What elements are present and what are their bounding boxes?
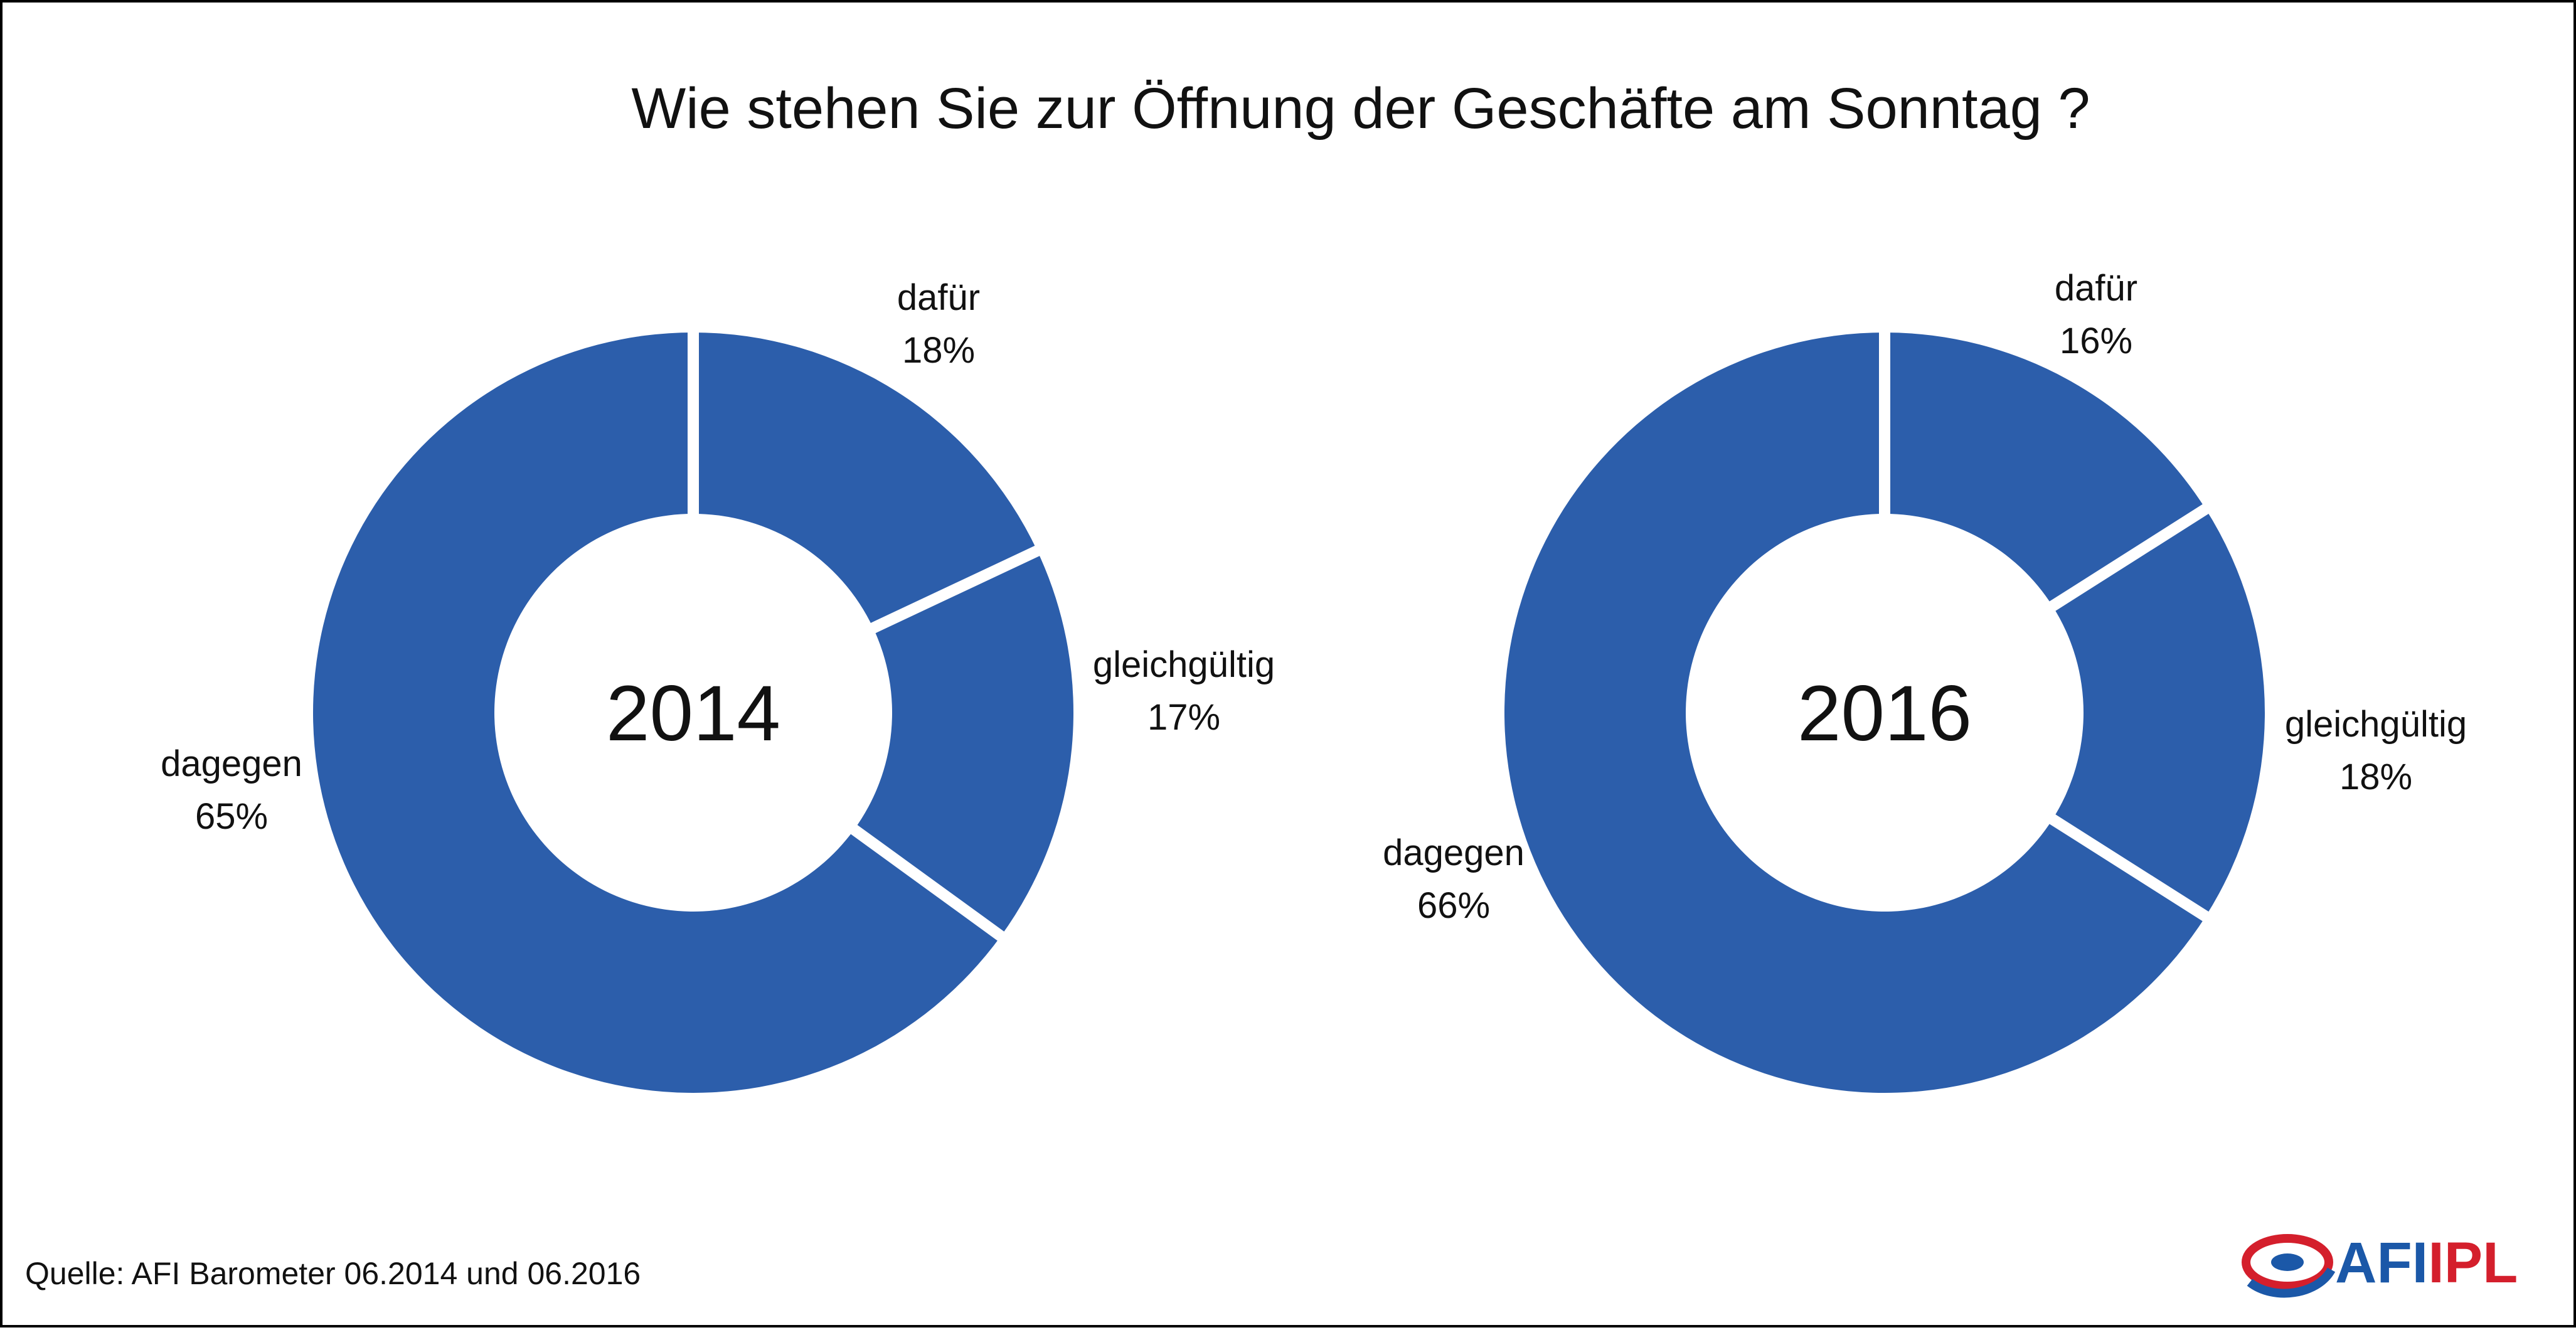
segment-label-dagegen: dagegen <box>161 743 302 784</box>
segment-value-gleichgueltig: 18% <box>2339 757 2412 797</box>
logo-swirl-icon <box>2242 1234 2336 1298</box>
slice-separator <box>848 823 1006 942</box>
segment-value-gleichgueltig: 17% <box>1147 697 1220 738</box>
center-label-2016: 2016 <box>1797 670 1972 757</box>
segment-label-gleichgueltig: gleichgültig <box>2285 704 2467 745</box>
slice-gleichgueltig-2014 <box>854 550 1073 937</box>
slice-dagegen-2014 <box>313 332 1001 1093</box>
source-note: Quelle: AFI Barometer 06.2014 und 06.201… <box>25 1256 641 1291</box>
segment-value-dagegen: 65% <box>195 796 268 837</box>
segment-value-dafuer: 16% <box>2060 321 2132 361</box>
chart-canvas: Wie stehen Sie zur Öffnung der Geschäfte… <box>25 77 2518 1298</box>
slice-dafuer-2014 <box>693 332 1038 629</box>
donut-chart-2016: 2016 dafür 16% gleichgültig 18% dagegen 66% <box>1383 268 2467 1093</box>
afi-ipl-logo: AFIIPL <box>2242 1231 2518 1298</box>
chart-title: Wie stehen Sie zur Öffnung der Geschäfte… <box>631 77 2090 141</box>
slice-separator <box>2047 503 2211 612</box>
logo-ipl: IPL <box>2428 1231 2518 1295</box>
segment-value-dafuer: 18% <box>902 330 975 371</box>
logo-afi: AFI <box>2335 1231 2428 1295</box>
slice-separator <box>868 545 1042 634</box>
segment-label-dagegen: dagegen <box>1383 833 1525 873</box>
segment-value-dagegen: 66% <box>1417 885 1490 926</box>
slice-separator <box>2047 813 2211 923</box>
slice-dafuer-2016 <box>1885 332 2206 607</box>
center-label-2014: 2014 <box>606 670 780 757</box>
donut-charts: 2014dafür18%gleichgültig17%dagegen65%201… <box>161 268 2467 1093</box>
slice-gleichgueltig-2016 <box>2052 509 2265 917</box>
slice-dagegen-2016 <box>1504 332 2206 1093</box>
segment-label-dafuer: dafür <box>897 277 980 318</box>
donut-chart-2014: 2014 dafür 18% gleichgültig 17% dagegen 65% <box>161 277 1275 1093</box>
logo-wordmark: AFIIPL <box>2335 1231 2518 1295</box>
segment-label-gleichgueltig: gleichgültig <box>1093 644 1275 685</box>
segment-label-dafuer: dafür <box>2055 268 2137 309</box>
